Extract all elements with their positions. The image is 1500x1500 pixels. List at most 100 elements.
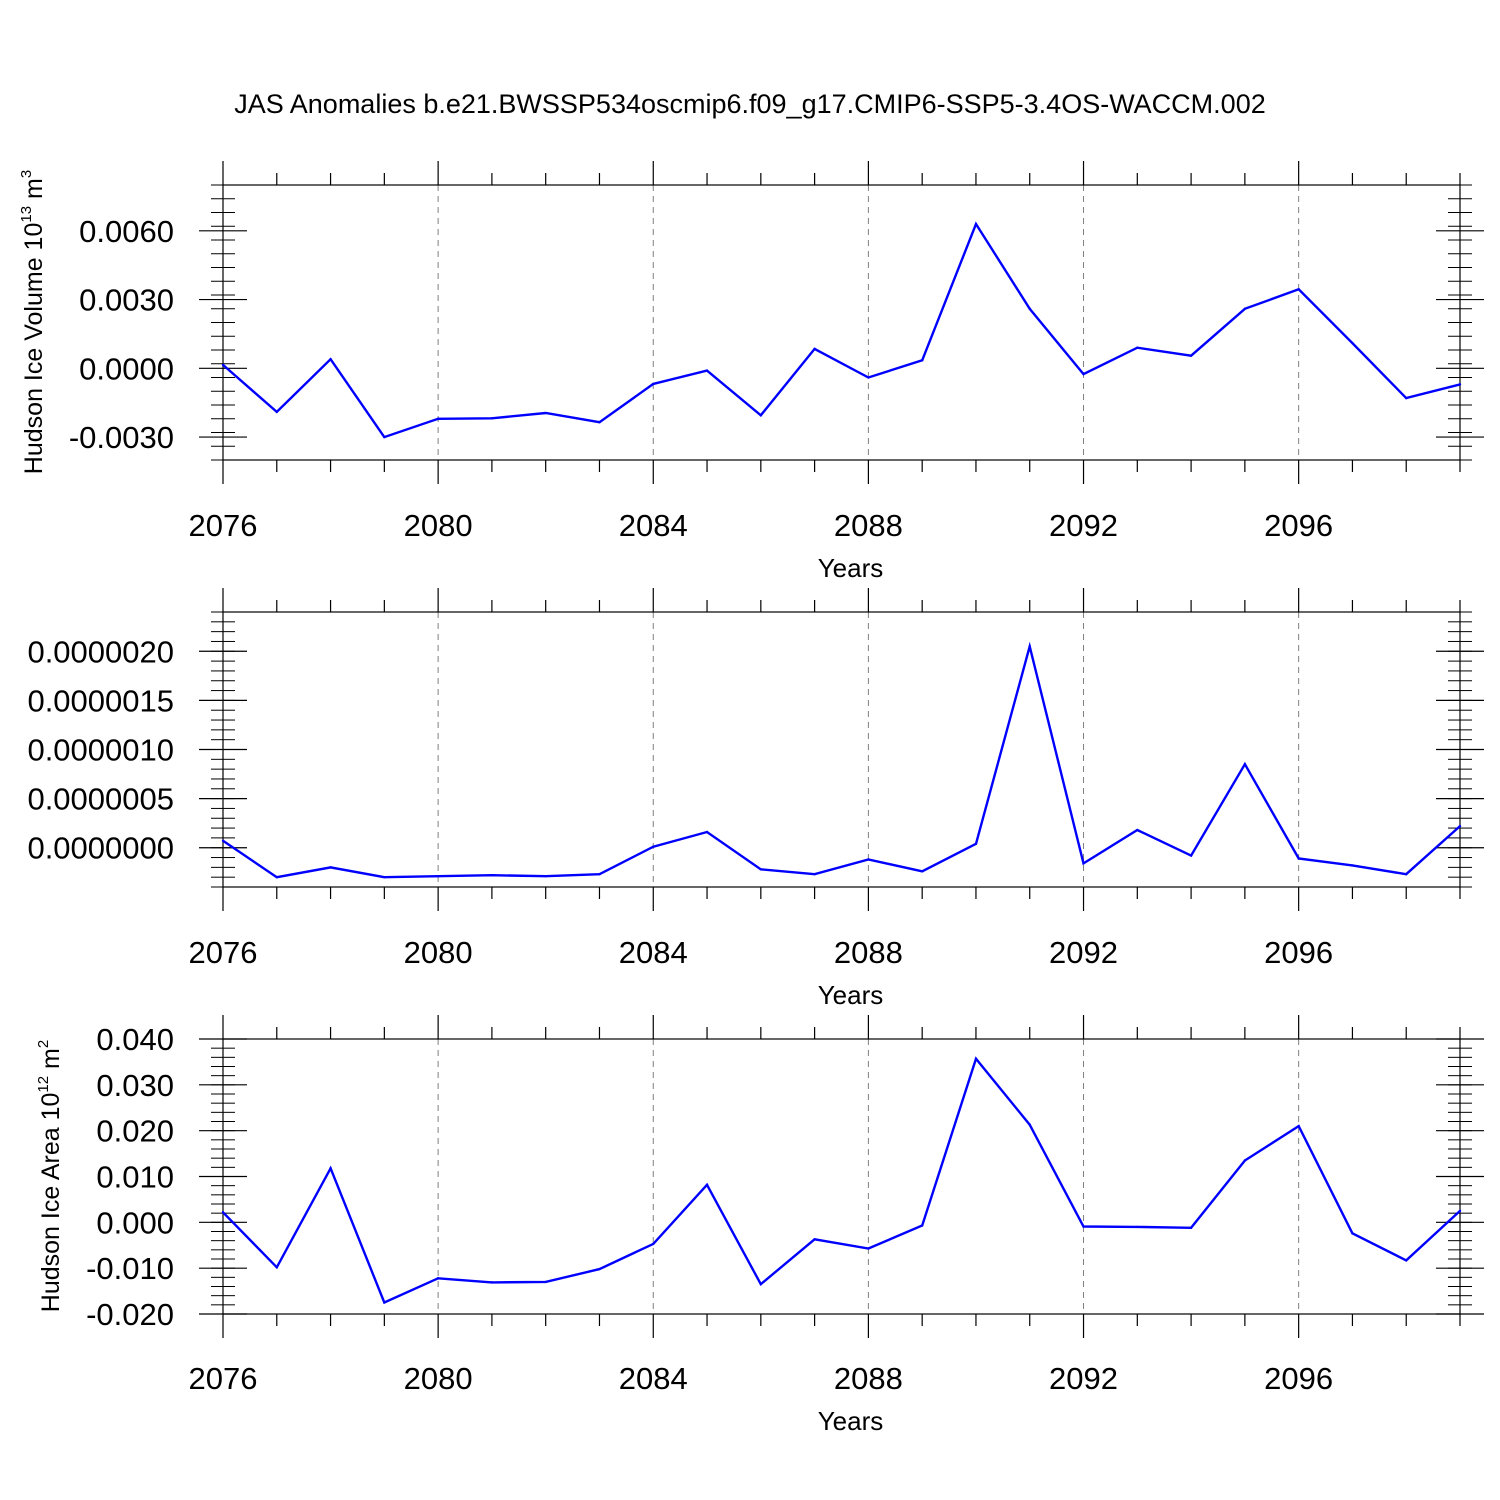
data-point: [652, 1242, 655, 1246]
data-point: [920, 870, 924, 873]
data-point: [436, 1277, 440, 1280]
y-tick-label: 0.010: [96, 1160, 174, 1195]
data-point: [813, 873, 816, 876]
data-point: [329, 866, 332, 869]
data-point: [1028, 307, 1031, 310]
data-point: [1189, 854, 1193, 857]
y-tick-label: 0.0000: [79, 351, 174, 386]
data-point: [759, 868, 763, 871]
data-point: [275, 410, 278, 414]
y-axis-label: Hudson Ice Volume 1013 m3: [18, 170, 48, 474]
y-tick-label: 0.040: [96, 1022, 174, 1057]
panel-2: 2076 2080 2084 2088 2092 2096 Years 0.0000000 0.…: [27, 588, 1484, 1010]
data-point: [490, 874, 494, 877]
data-point: [652, 845, 655, 848]
data-point: [1458, 824, 1462, 828]
x-tick-label: 2080: [404, 935, 473, 970]
data-point: [652, 382, 655, 386]
data-point: [1028, 645, 1031, 648]
data-point: [1189, 1226, 1193, 1230]
data-point: [974, 1057, 978, 1060]
x-tick-label: 2092: [1049, 1361, 1118, 1396]
data-point: [1243, 1159, 1247, 1162]
data-point: [275, 875, 278, 879]
data-point: [329, 357, 332, 361]
data-point: [1082, 1225, 1085, 1228]
panel-3: 2076 2080 2084 2088 2092 2096 Years -0.020 -0.01…: [35, 1015, 1484, 1436]
data-point: [867, 858, 870, 861]
data-point: [544, 874, 547, 878]
data-point: [705, 369, 709, 372]
data-point: [1458, 1209, 1462, 1213]
panel-1: 2076 2080 2084 2088 2092 2096 Years -0.0030 0.00…: [18, 161, 1484, 583]
data-point: [1297, 288, 1300, 291]
data-point: [383, 1301, 386, 1304]
y-tick-label: 0.0030: [79, 283, 174, 318]
x-tick-label: 2088: [834, 508, 903, 543]
data-point: [383, 875, 386, 879]
data-point: [1136, 828, 1139, 832]
data-point: [490, 1281, 494, 1284]
data-point: [867, 1247, 870, 1250]
data-point: [1297, 857, 1300, 860]
data-point: [813, 1238, 816, 1241]
y-tick-label: 0.0000000: [27, 831, 174, 866]
x-tick-label: 2088: [834, 1361, 903, 1396]
x-tick-label: 2096: [1264, 508, 1333, 543]
data-point: [1028, 1123, 1031, 1126]
data-point: [1297, 1124, 1300, 1128]
data-point: [598, 1267, 601, 1271]
series-line: [222, 1056, 1461, 1305]
y-tick-label: 0.0060: [79, 214, 174, 249]
data-point: [813, 347, 816, 351]
chart-title: JAS Anomalies b.e21.BWSSP534oscmip6.f09_…: [234, 89, 1265, 119]
data-point: [436, 417, 440, 420]
data-point: [1458, 383, 1462, 386]
plot-frame: [222, 611, 1461, 888]
data-point: [1351, 864, 1354, 867]
y-axis-label: Hudson Ice Area 1012 m2: [35, 1040, 65, 1312]
data-point: [490, 417, 494, 420]
x-tick-label: 2076: [189, 935, 258, 970]
data-point: [221, 363, 225, 367]
data-point: [436, 874, 440, 878]
data-point: [1243, 763, 1247, 766]
data-point: [1405, 396, 1408, 400]
data-point: [759, 414, 763, 417]
data-point: [867, 376, 870, 379]
data-point: [759, 1283, 763, 1286]
data-point: [598, 420, 601, 424]
x-axis-label: Years: [818, 1406, 884, 1436]
x-tick-label: 2084: [619, 1361, 688, 1396]
x-tick-label: 2080: [404, 1361, 473, 1396]
data-point: [221, 1211, 225, 1214]
data-point: [1082, 862, 1085, 865]
data-point: [1243, 307, 1247, 310]
data-point: [1136, 346, 1139, 349]
x-tick-label: 2080: [404, 508, 473, 543]
data-point: [974, 222, 978, 226]
x-tick-label: 2096: [1264, 1361, 1333, 1396]
x-tick-label: 2092: [1049, 508, 1118, 543]
data-point: [974, 842, 978, 845]
data-point: [1405, 873, 1408, 876]
plot-frame: [222, 1038, 1461, 1315]
y-tick-label: -0.0030: [69, 420, 174, 455]
data-point: [598, 873, 601, 876]
data-point: [1082, 372, 1085, 376]
data-point: [1189, 354, 1193, 357]
data-point: [383, 435, 386, 439]
data-point: [329, 1167, 332, 1170]
y-tick-label: -0.010: [86, 1251, 174, 1286]
data-point: [1136, 1225, 1139, 1229]
series-line: [222, 221, 1461, 439]
y-tick-label: 0.0000015: [27, 683, 174, 718]
x-tick-label: 2076: [189, 508, 258, 543]
y-tick-label: 0.030: [96, 1068, 174, 1103]
x-axis-label: Years: [818, 553, 884, 583]
y-tick-label: 0.0000005: [27, 782, 174, 817]
y-tick-label: 0.0000010: [27, 733, 174, 768]
plot-frame: [222, 184, 1461, 461]
x-tick-label: 2076: [189, 1361, 258, 1396]
